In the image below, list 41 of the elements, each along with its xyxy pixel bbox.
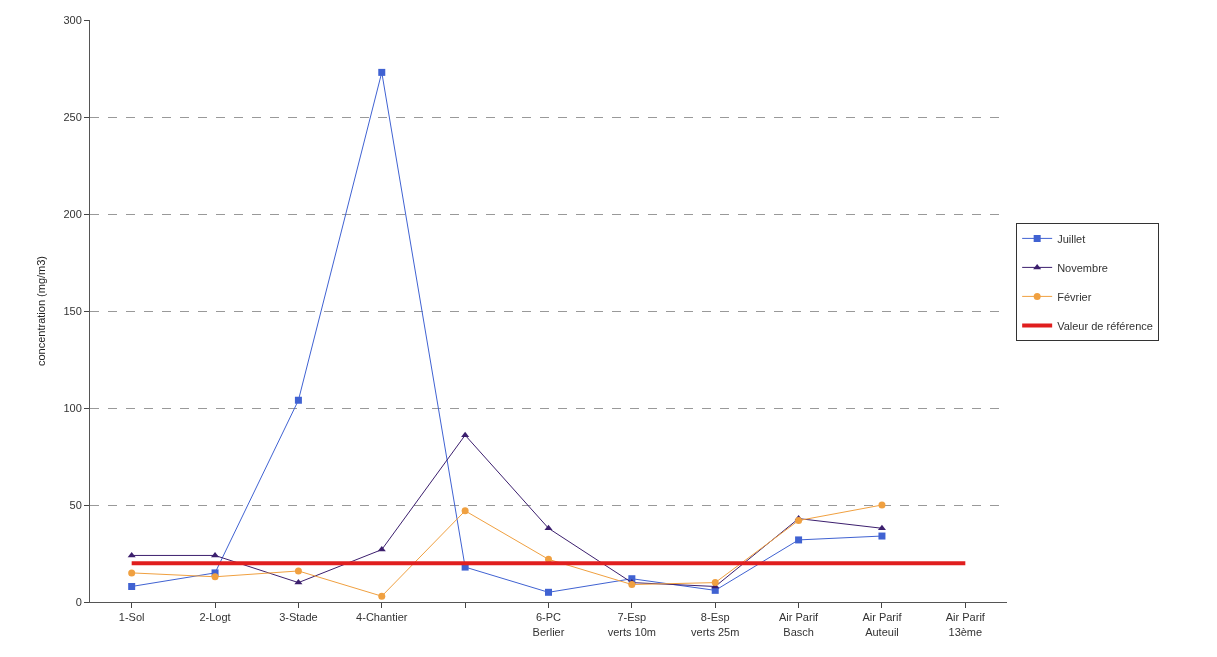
x-tick-label: Air Parif Basch [779, 611, 820, 638]
x-tick-label: 2-Logt [199, 611, 231, 624]
x-tick-label: 7-Esp verts 10m [607, 611, 657, 638]
point [211, 551, 220, 558]
point [795, 517, 803, 525]
x-tick-label: 3-Stade [279, 611, 318, 624]
point [877, 524, 886, 531]
x-tick-label: Air Parif 13ème [945, 611, 986, 638]
x-tick-label: Air Parif Auteuil [862, 611, 903, 638]
y-tick-label: 0 [75, 595, 82, 608]
point [378, 68, 386, 76]
point [711, 579, 719, 587]
y-tick-label: 200 [63, 207, 82, 220]
point [127, 551, 136, 558]
y-tick-label: 250 [63, 110, 82, 123]
y-tick-label: 100 [63, 401, 82, 414]
x-tick-label: 6-PC Berlier [532, 611, 565, 638]
point [461, 507, 469, 515]
y-tick-label: 150 [63, 304, 82, 317]
point [294, 396, 302, 404]
x-tick-label: 4-Chantier [356, 611, 408, 624]
point [294, 567, 302, 575]
legend-label: Novembre [1057, 261, 1108, 274]
point [128, 582, 136, 590]
legend-label: Juillet [1057, 232, 1086, 245]
y-axis-title: concentration (mg/m3) [35, 255, 48, 367]
point [545, 588, 552, 596]
point [211, 573, 219, 581]
legend-label: Valeur de référence [1057, 319, 1153, 332]
point [878, 532, 886, 540]
legend-label: Février [1057, 290, 1092, 303]
point [544, 524, 553, 531]
x-tick-label: 1-Sol [118, 611, 145, 624]
y-tick-label: 300 [63, 13, 82, 26]
x-tick-label: 8-Esp verts 25m [691, 611, 740, 638]
point [378, 592, 386, 600]
point [878, 501, 886, 509]
point [128, 569, 136, 577]
y-tick-label: 50 [69, 498, 82, 511]
point [795, 536, 803, 544]
point [628, 581, 636, 589]
